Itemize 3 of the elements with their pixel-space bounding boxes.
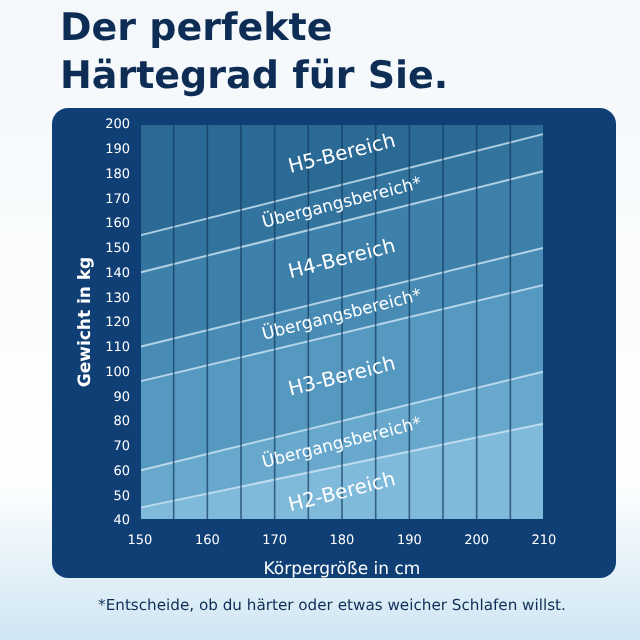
x-axis-title: Körpergröße in cm [263,560,421,580]
y-axis-title: Gewicht in kg [76,256,96,388]
chart-title: Der perfekte Härtegrad für Sie. [60,6,449,98]
